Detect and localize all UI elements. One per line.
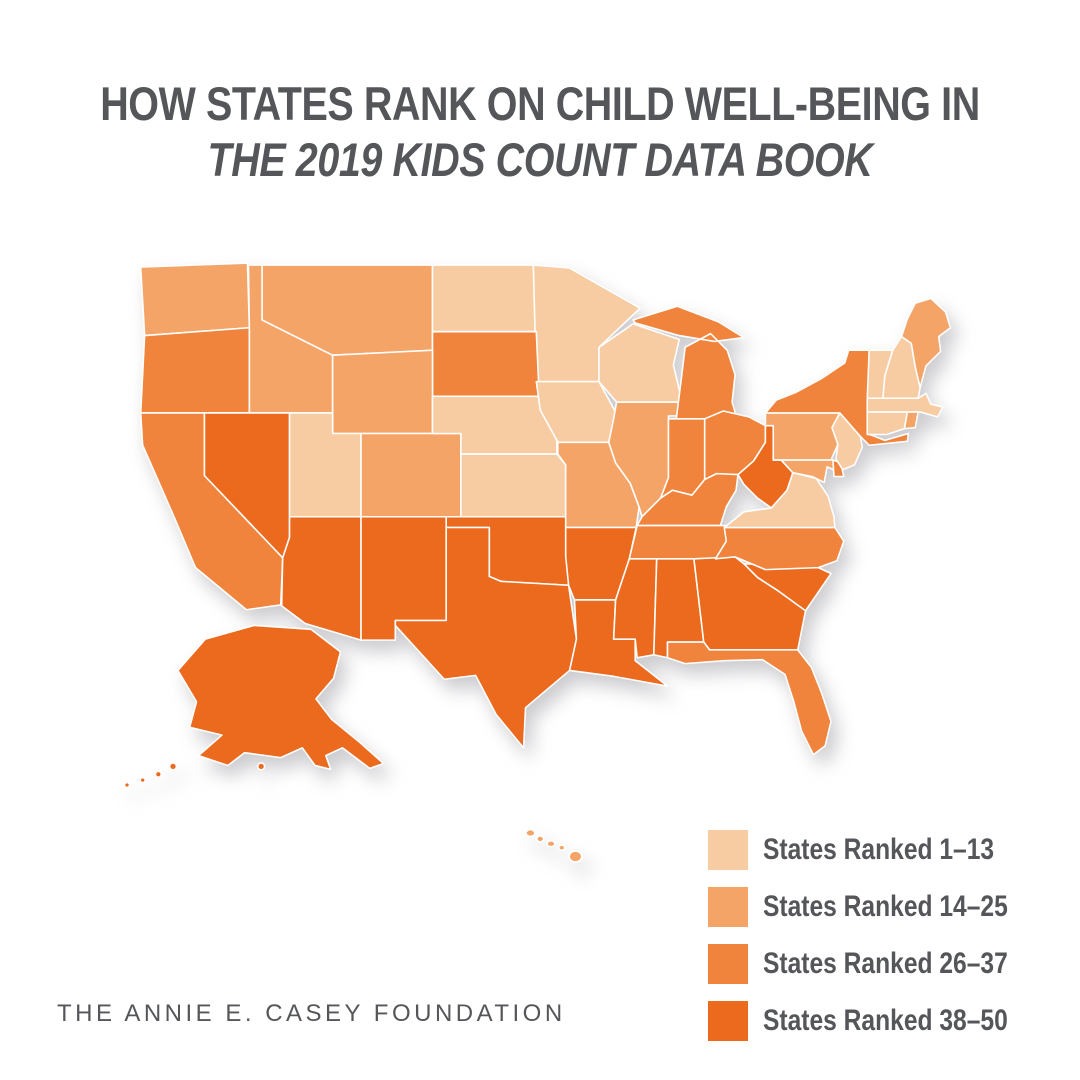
legend: States Ranked 1–13 States Ranked 14–25 S… bbox=[708, 830, 1062, 1058]
legend-swatch-4 bbox=[708, 1001, 748, 1041]
legend-label-1: States Ranked 1–13 bbox=[763, 833, 995, 866]
title-line-1: HOW STATES RANK ON CHILD WELL-BEING IN bbox=[100, 77, 980, 130]
state-maine bbox=[900, 297, 952, 389]
legend-item-1: States Ranked 1–13 bbox=[708, 830, 1062, 870]
state-massachusetts bbox=[866, 392, 944, 418]
state-california bbox=[139, 412, 284, 611]
map-container bbox=[80, 218, 1020, 884]
state-north-dakota bbox=[431, 264, 538, 333]
legend-item-2: States Ranked 14–25 bbox=[708, 887, 1062, 927]
legend-swatch-1 bbox=[708, 830, 748, 870]
us-choropleth-map bbox=[123, 262, 952, 863]
state-colorado bbox=[360, 432, 462, 518]
state-washington bbox=[139, 262, 251, 337]
legend-item-3: States Ranked 26–37 bbox=[708, 944, 1062, 984]
state-oregon bbox=[139, 326, 251, 414]
state-wisconsin bbox=[598, 323, 683, 403]
state-pennsylvania bbox=[764, 412, 841, 461]
legend-label-3: States Ranked 26–37 bbox=[763, 947, 1008, 980]
page-title: HOW STATES RANK ON CHILD WELL-BEING IN T… bbox=[0, 76, 1080, 189]
state-hawaii bbox=[525, 828, 583, 863]
state-texas bbox=[394, 526, 578, 749]
state-michigan bbox=[632, 305, 745, 420]
state-florida bbox=[666, 641, 832, 756]
state-alaska bbox=[123, 624, 385, 789]
legend-label-2: States Ranked 14–25 bbox=[763, 890, 1008, 923]
state-connecticut bbox=[866, 411, 909, 436]
title-line-2: THE 2019 KIDS COUNT DATA BOOK bbox=[207, 133, 873, 187]
state-kansas bbox=[460, 453, 567, 518]
legend-item-4: States Ranked 38–50 bbox=[708, 1001, 1062, 1041]
legend-label-4: States Ranked 38–50 bbox=[763, 1004, 1008, 1037]
state-wyoming bbox=[331, 349, 434, 435]
state-rhode-island bbox=[903, 411, 919, 430]
state-arizona bbox=[280, 515, 362, 641]
state-south-dakota bbox=[431, 330, 541, 398]
legend-swatch-3 bbox=[708, 944, 748, 984]
state-north-carolina bbox=[714, 526, 845, 571]
legend-swatch-2 bbox=[708, 887, 748, 927]
state-new-jersey bbox=[831, 412, 864, 471]
footer-brand: THE ANNIE E. CASEY FOUNDATION bbox=[57, 1000, 566, 1027]
